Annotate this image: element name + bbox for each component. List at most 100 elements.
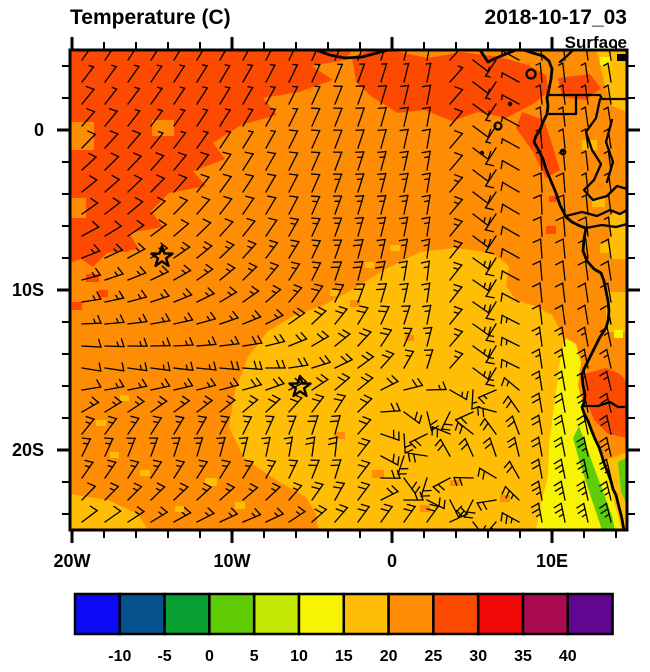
tick-or-barb-line xyxy=(82,438,90,439)
x-tick-label-0: 0 xyxy=(387,551,397,571)
y-tick-label-10s: 10S xyxy=(12,280,44,300)
tick-or-barb-line xyxy=(501,360,502,368)
tick-or-barb-line xyxy=(248,43,252,44)
tick-or-barb-line xyxy=(333,289,341,290)
tick-or-barb-line xyxy=(381,306,389,307)
tick-or-barb-line xyxy=(332,416,340,417)
tick-or-barb-line xyxy=(293,108,297,109)
colorbar-label: 15 xyxy=(335,648,353,665)
tick-or-barb-line xyxy=(271,131,275,132)
tick-or-barb-line xyxy=(425,289,429,290)
tick-or-barb-line xyxy=(82,323,101,324)
tick-or-barb-line xyxy=(226,109,230,110)
tick-or-barb-line xyxy=(402,157,406,158)
tick-or-barb-line xyxy=(217,438,225,439)
tick-or-barb-line xyxy=(402,223,406,224)
tick-or-barb-line xyxy=(489,358,493,359)
tick-or-barb-line xyxy=(459,44,463,46)
tick-or-barb-line xyxy=(483,408,484,416)
tick-or-barb-line xyxy=(439,498,440,506)
tick-or-barb-line xyxy=(355,262,363,263)
tick-or-barb-line xyxy=(378,284,386,285)
tick-or-barb-line xyxy=(291,224,295,225)
tick-or-barb-line xyxy=(287,443,291,444)
tick-or-barb-line xyxy=(425,201,429,202)
tick-or-barb-line xyxy=(270,65,274,66)
colorbar-label: 0 xyxy=(205,648,214,665)
tick-or-barb-line xyxy=(378,130,386,131)
tick-or-barb-line xyxy=(111,43,115,44)
x-axis-labels: 20W 10W 0 10E xyxy=(53,551,568,571)
tick-or-barb-line xyxy=(502,73,503,77)
tick-or-barb-line xyxy=(377,289,385,290)
tick-or-barb-line xyxy=(248,65,252,66)
tick-or-barb-line xyxy=(331,421,339,422)
colorbar-box-1 xyxy=(120,594,165,634)
y-tick-label-20s: 20S xyxy=(12,440,44,460)
tick-or-barb-line xyxy=(444,424,452,425)
colorbar-box-10 xyxy=(523,594,568,634)
colorbar-boxes xyxy=(75,594,613,634)
tick-or-barb-line xyxy=(353,267,361,268)
tick-or-barb-line xyxy=(406,356,410,357)
tick-or-barb-line xyxy=(378,174,386,175)
tick-or-barb-line xyxy=(424,328,432,329)
tick-or-barb-line xyxy=(312,130,320,131)
colorbar-label: -5 xyxy=(157,648,171,665)
tick-or-barb-line xyxy=(378,108,386,109)
tick-or-barb-line xyxy=(312,152,320,153)
valid-datetime: 2018-10-17_03 xyxy=(485,6,627,29)
tick-or-barb-line xyxy=(541,195,542,214)
tick-or-barb-line xyxy=(511,518,512,522)
tick-or-barb-line xyxy=(502,95,503,99)
colorbar-box-2 xyxy=(165,594,210,634)
x-tick-label-10w: 10W xyxy=(213,551,250,571)
tick-or-barb-line xyxy=(425,311,429,312)
colorbar-box-6 xyxy=(344,594,389,634)
colorbar-box-9 xyxy=(478,594,523,634)
tick-or-barb-line xyxy=(312,108,320,109)
y-tick-label-0: 0 xyxy=(34,120,44,140)
tick-or-barb-line xyxy=(402,245,406,246)
tick-or-barb-line xyxy=(292,246,296,247)
tick-or-barb-line xyxy=(402,267,406,268)
tick-or-barb-line xyxy=(105,438,113,439)
tick-or-barb-line xyxy=(355,240,363,241)
tick-or-barb-line xyxy=(478,407,479,415)
tick-or-barb-line xyxy=(249,131,253,132)
tick-or-barb-line xyxy=(200,466,204,467)
tick-or-barb-line xyxy=(202,43,206,44)
tick-or-barb-line xyxy=(425,157,429,158)
colorbar-label: 5 xyxy=(250,648,259,665)
colorbar-label: -10 xyxy=(108,648,131,665)
colorbar-label: 10 xyxy=(290,648,308,665)
colorbar-box-4 xyxy=(254,594,299,634)
tick-or-barb-line xyxy=(462,392,463,396)
colorbar-label: 20 xyxy=(380,648,398,665)
tick-or-barb-line xyxy=(225,87,229,88)
x-tick-label-10e: 10E xyxy=(536,551,568,571)
tick-or-barb-line xyxy=(203,65,207,66)
tick-or-barb-line xyxy=(380,245,384,246)
tick-or-barb-line xyxy=(223,466,227,467)
colorbar-labels: -10 -5 0 5 10 15 20 25 30 35 40 xyxy=(108,648,577,665)
tick-or-barb-line xyxy=(402,179,406,180)
tick-or-barb-line xyxy=(501,337,502,345)
x-tick-label-20w: 20W xyxy=(53,551,90,571)
colorbar-label: 35 xyxy=(514,648,532,665)
tick-or-barb-line xyxy=(377,218,385,219)
tick-or-barb-line xyxy=(290,130,298,131)
tick-or-barb-line xyxy=(502,117,503,121)
tick-or-barb-line xyxy=(404,328,412,329)
tick-or-barb-line xyxy=(378,196,386,197)
tick-or-barb-line xyxy=(425,179,429,180)
tick-or-barb-line xyxy=(177,422,181,423)
tick-or-barb-line xyxy=(225,43,229,44)
colorbar-label: 40 xyxy=(559,648,577,665)
tick-or-barb-line xyxy=(105,346,124,347)
colorbar-box-5 xyxy=(299,594,344,634)
tick-or-barb-line xyxy=(378,152,386,153)
tick-or-barb-line xyxy=(222,421,226,422)
tick-or-barb-line xyxy=(248,87,252,88)
